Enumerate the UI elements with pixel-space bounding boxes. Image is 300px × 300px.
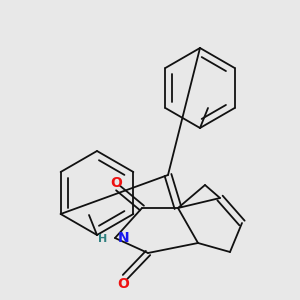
Text: O: O [117,277,129,291]
Text: N: N [118,231,130,245]
Text: H: H [98,234,108,244]
Text: O: O [110,176,122,190]
